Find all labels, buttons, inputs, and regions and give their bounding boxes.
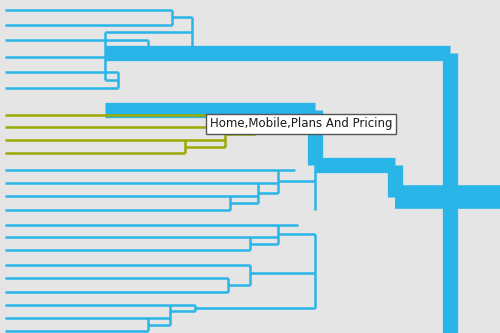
Text: Home,Mobile,Plans And Pricing: Home,Mobile,Plans And Pricing: [210, 118, 392, 131]
